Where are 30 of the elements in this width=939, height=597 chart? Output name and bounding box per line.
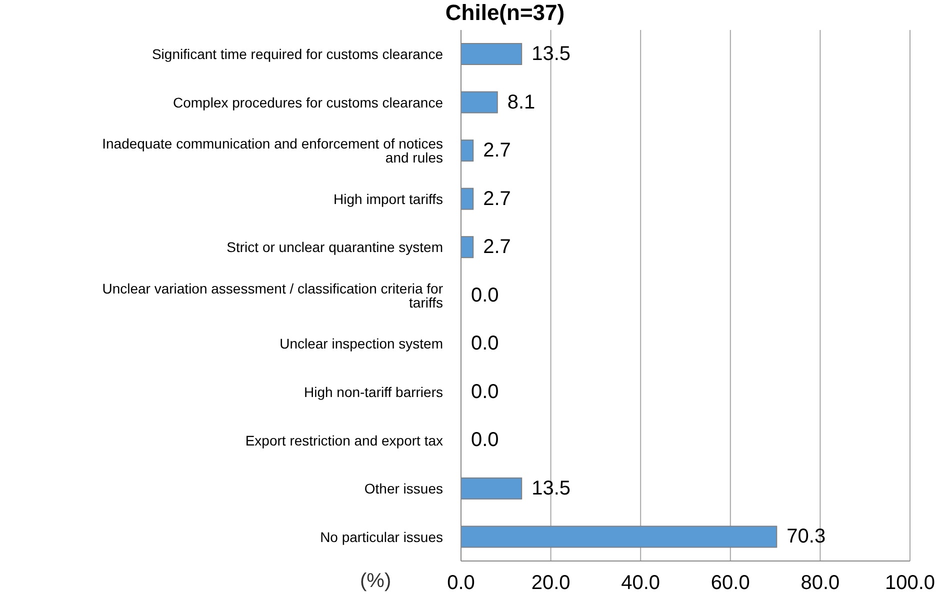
data-label: 2.7 [483, 236, 511, 258]
data-label: 13.5 [532, 477, 571, 500]
x-tick-label: 60.0 [710, 572, 750, 594]
data-label: 70.3 [786, 526, 826, 548]
y-tick-label: Strict or unclear quarantine system [226, 239, 443, 256]
data-label: 13.5 [532, 43, 571, 66]
y-tick-label: High import tariffs [334, 190, 443, 207]
data-label: 8.1 [507, 91, 536, 114]
data-label: 2.7 [483, 188, 511, 210]
data-label: 0.0 [471, 380, 499, 403]
text: (%) [360, 570, 392, 593]
x-tick-label: 100.0 [884, 572, 936, 594]
y-tick-label: Unclear inspection system [280, 336, 443, 352]
x-tick-label: 40.0 [621, 572, 660, 594]
data-label: 0.0 [471, 429, 499, 452]
x-tick-label: 80.0 [800, 572, 840, 594]
y-tick-label: Unclear variation assessment / classification criteria for tariffs [102, 280, 444, 310]
chart-title: Chile(n=37) [444, 0, 566, 26]
y-tick-label: Complex procedures for customs clearance [172, 94, 444, 110]
y-tick-label: Other issues [364, 480, 443, 497]
x-tick-label: 20.0 [531, 572, 570, 594]
x-tick-label: 0.0 [447, 572, 475, 594]
data-label: 0.0 [471, 284, 499, 306]
y-tick-label: Significant time required for customs clearance [152, 46, 444, 62]
y-tick-label: Inadequate communication and enforcement of notices and rules [102, 136, 443, 166]
data-label: 0.0 [471, 332, 499, 355]
data-label: 2.7 [483, 140, 511, 162]
y-tick-label: High non-tariff barriers [304, 384, 443, 400]
y-tick-label: Export restriction and export tax [245, 432, 443, 448]
y-tick-label: No particular issues [320, 528, 443, 545]
